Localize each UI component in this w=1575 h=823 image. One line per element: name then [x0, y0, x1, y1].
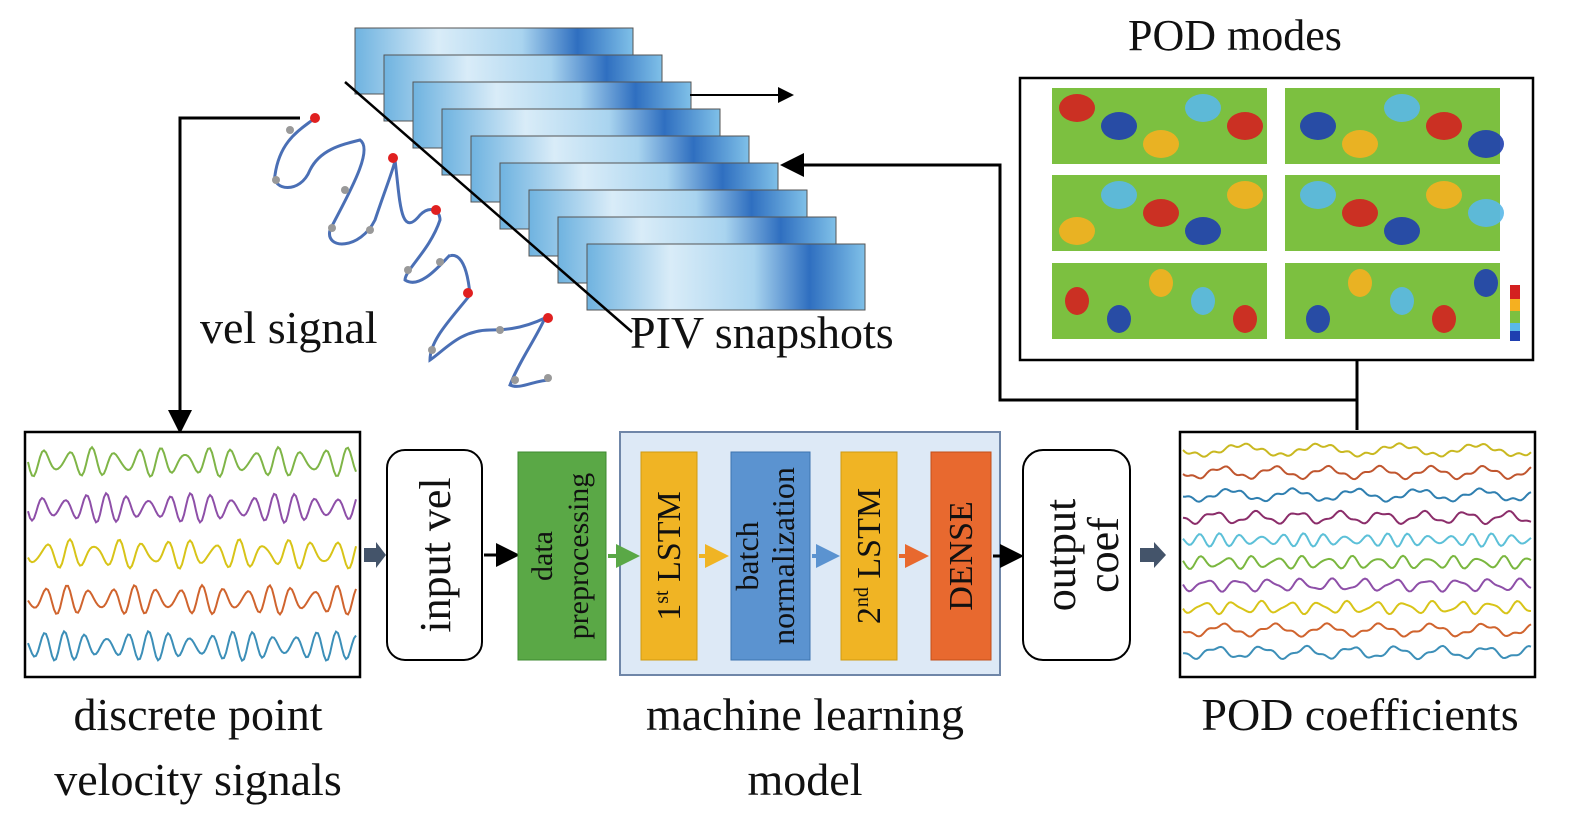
- piv-snapshot-frame: [586, 243, 866, 311]
- pod-mode-blob: [1227, 112, 1263, 140]
- pod-coefficients-panel: [1178, 430, 1537, 679]
- piv-snapshots-stack: [354, 27, 866, 311]
- ml-label-2: model: [748, 754, 863, 805]
- pod-coefficients-label: POD coefficients: [1201, 689, 1518, 740]
- signal-wave: [1182, 509, 1532, 526]
- pod-mode-blob: [1101, 181, 1137, 209]
- pod-mode-blob: [1065, 287, 1089, 315]
- pod-to-snapshots-arrow: [780, 153, 1357, 402]
- pod-mode-blob: [1300, 112, 1336, 140]
- pod-mode-blob: [1233, 305, 1257, 333]
- pod-mode-blob: [1342, 199, 1378, 227]
- pod-mode-blob: [1227, 181, 1263, 209]
- vel-signal-points: [272, 113, 553, 384]
- discrete-label-2: velocity signals: [54, 754, 341, 805]
- signal-wave: [1182, 464, 1532, 481]
- lstm2-block: [840, 451, 898, 661]
- pod-mode-blob: [1426, 181, 1462, 209]
- input-vel-box: [386, 449, 483, 661]
- batch-normalization-block: [730, 451, 811, 661]
- snapshot-diagonal-line: [344, 81, 633, 333]
- signal-wave: [27, 537, 357, 570]
- pod-mode-blob: [1468, 199, 1504, 227]
- pod-mode-blob: [1426, 112, 1462, 140]
- signal-wave: [27, 629, 357, 663]
- pod-mode-blob: [1059, 94, 1095, 122]
- dense-label: DENSE: [943, 501, 980, 611]
- vel-to-signals-arrow: [168, 116, 300, 434]
- pod-mode-blob: [1149, 269, 1173, 297]
- signal-wave: [27, 583, 357, 617]
- pod-colorbar: [1510, 285, 1520, 341]
- piv-snapshots-label: PIV snapshots: [630, 307, 894, 358]
- signal-wave: [1182, 532, 1532, 548]
- pod-mode-blob: [1143, 130, 1179, 158]
- vel-signal-label: vel signal: [200, 302, 378, 353]
- lstm1-block: [640, 451, 698, 661]
- pod-mode-blob: [1059, 217, 1095, 245]
- pod-modes-title: POD modes: [1128, 11, 1342, 60]
- signal-wave: [1182, 644, 1532, 661]
- pod-mode-blob: [1384, 94, 1420, 122]
- block-arrow-2: [1140, 542, 1166, 568]
- signal-wave: [1182, 487, 1532, 503]
- signal-wave: [1182, 599, 1532, 616]
- output-coef-box: [1022, 449, 1131, 661]
- pod-mode-blob: [1384, 217, 1420, 245]
- pod-mode-blob: [1101, 112, 1137, 140]
- preprocessing-label-2: preprocessing: [562, 473, 595, 640]
- signal-wave: [1182, 554, 1532, 570]
- discrete-label-1: discrete point: [73, 689, 322, 740]
- output-label-1: output: [1036, 499, 1085, 611]
- preprocessing-label-1: data: [526, 531, 559, 581]
- signal-wave: [27, 491, 357, 525]
- pod-mode-blob: [1185, 217, 1221, 245]
- pod-mode-blob: [1300, 181, 1336, 209]
- lstm2-label: 2nd LSTM: [851, 488, 888, 624]
- signal-wave: [1182, 577, 1532, 593]
- pod-mode-blob: [1191, 287, 1215, 315]
- pod-mode-blob: [1143, 199, 1179, 227]
- batch-label-2: normalization: [765, 467, 801, 645]
- pod-mode-maps: [1052, 88, 1504, 339]
- ml-label-1: machine learning: [646, 689, 964, 740]
- batch-label-1: batch: [729, 521, 765, 590]
- velocity-signal-waves: [27, 445, 357, 663]
- lstm1-label: 1st LSTM: [651, 491, 688, 621]
- pod-mode-blob: [1390, 287, 1414, 315]
- signal-wave: [1182, 622, 1532, 638]
- pod-mode-blob: [1185, 94, 1221, 122]
- block-arrow-1: [364, 542, 386, 568]
- pod-mode-blob: [1468, 130, 1504, 158]
- pod-mode-blob: [1306, 305, 1330, 333]
- pod-mode-blob: [1474, 269, 1498, 297]
- output-label-2: coef: [1079, 517, 1128, 593]
- signal-wave: [27, 445, 357, 479]
- pod-mode-blob: [1348, 269, 1372, 297]
- pod-mode-blob: [1432, 305, 1456, 333]
- input-vel-label: input vel: [411, 477, 460, 632]
- data-preprocessing-block: [517, 451, 607, 661]
- pod-mode-blob: [1342, 130, 1378, 158]
- vel-signal-curve: [273, 116, 551, 388]
- dense-block: [930, 451, 992, 661]
- pod-mode-blob: [1107, 305, 1131, 333]
- pod-coefficient-waves: [1182, 442, 1532, 661]
- signal-wave: [1182, 442, 1532, 458]
